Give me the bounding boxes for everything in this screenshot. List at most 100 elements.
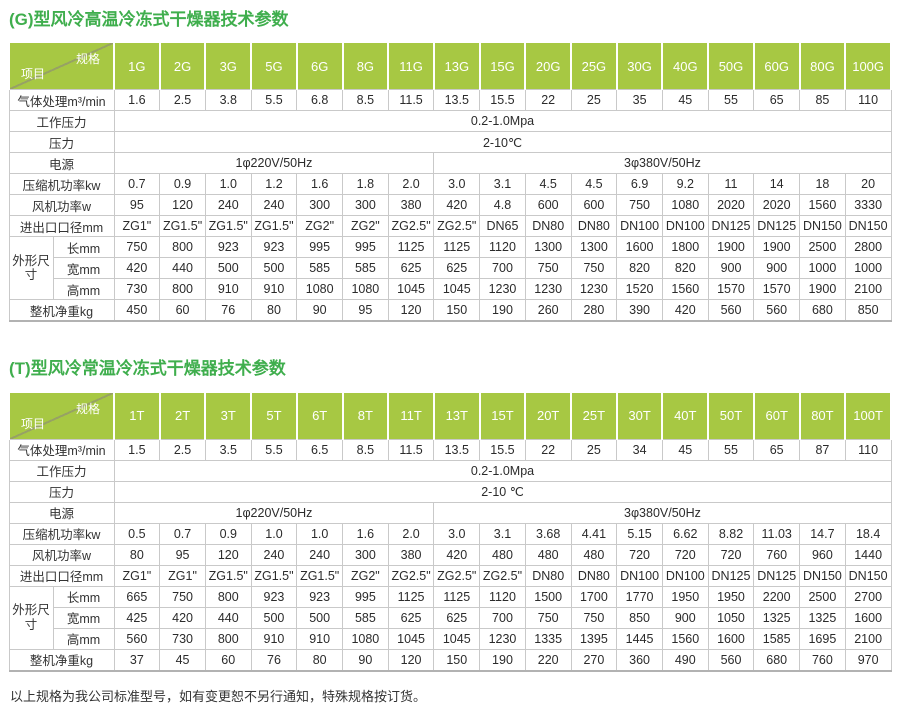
spec-cell: 585 <box>296 257 344 280</box>
model-header: 100G <box>844 43 892 91</box>
spec-cell: 2020 <box>707 194 755 217</box>
table-row: 宽mm 420 440 500 500 585 585 625 625 700 750 750 820 8… <box>9 257 892 280</box>
table-row: 压缩机功率kw 0.7 0.9 1.0 1.2 1.6 1.8 2.0 3.0 3.1 4.5 4.5… <box>8 173 892 196</box>
spec-span-cell: 2-10 ℃ <box>113 480 892 503</box>
spec-cell: 730 <box>159 627 206 650</box>
spec-cell: 85 <box>799 89 846 112</box>
spec-cell: 1080 <box>342 627 389 650</box>
spec-cell: 1045 <box>387 627 435 650</box>
spec-cell: 1230 <box>479 627 526 650</box>
spec-cell: 150 <box>433 299 481 323</box>
spec-cell: 190 <box>479 648 526 672</box>
model-header: 20G <box>524 43 573 91</box>
row-label: 风机功率w <box>8 543 115 566</box>
row-label: 气体处理m³/min <box>8 438 115 461</box>
spec-cell: 760 <box>799 648 846 672</box>
spec-cell: 2800 <box>844 236 892 259</box>
spec-cell: DN100 <box>616 564 663 587</box>
spec-cell: 1900 <box>707 236 755 259</box>
spec-cell: 1080 <box>342 278 389 301</box>
spec-cell: 45 <box>661 438 709 461</box>
model-header: 40T <box>661 392 710 440</box>
spec-cell: 65 <box>753 438 801 461</box>
spec-cell: 923 <box>250 236 298 259</box>
spec-cell: 20 <box>844 173 892 196</box>
spec-cell: 34 <box>616 438 663 461</box>
spec-cell: 1.5 <box>113 438 161 461</box>
spec-cell: 76 <box>204 299 252 323</box>
spec-cell: 1125 <box>387 585 435 608</box>
spec-cell: 240 <box>204 194 252 217</box>
table-row: 外形尺寸 长mm 665 750 800 923 923 995 1125 1125 1120 150… <box>8 585 892 650</box>
table-row: 气体处理m³/min 1.5 2.5 3.5 5.5 6.5 8.5 11.5 13.5 15.5… <box>8 438 892 461</box>
spec-cell: ZG1" <box>159 564 206 587</box>
spec-cell: 750 <box>159 585 206 608</box>
spec-cell: 923 <box>204 236 252 259</box>
spec-cell: 2020 <box>753 194 801 217</box>
spec-cell: 1570 <box>707 278 755 301</box>
spec-cell: 95 <box>113 194 161 217</box>
spec-cell: ZG1" <box>113 215 161 238</box>
spec-cell: 1050 <box>707 606 755 629</box>
spec-cell: 300 <box>342 194 389 217</box>
spec-cell: 6.62 <box>661 522 709 545</box>
spec-cell: 1950 <box>661 585 709 608</box>
spec-cell: 240 <box>296 543 344 566</box>
model-header: 3T <box>204 392 253 440</box>
spec-cell: DN80 <box>524 564 572 587</box>
spec-cell: 0.9 <box>159 173 206 196</box>
spec-cell: 2.5 <box>159 438 206 461</box>
spec-cell: 900 <box>753 257 801 280</box>
model-header: 60G <box>752 43 801 91</box>
spec-cell: 1900 <box>753 236 801 259</box>
spec-cell: 0.7 <box>113 173 161 196</box>
spec-cell: 500 <box>204 257 252 280</box>
spec-cell: 750 <box>616 194 663 217</box>
spec-cell: 480 <box>524 543 572 566</box>
table-row: 进出口口径mm ZG1" ZG1.5" ZG1.5" ZG1.5" ZG2" ZG2" ZG2… <box>8 215 892 238</box>
spec-cell: 1560 <box>661 278 709 301</box>
spec-cell: ZG1.5" <box>159 215 206 238</box>
spec-cell: 600 <box>524 194 572 217</box>
row-label: 宽mm <box>52 606 115 629</box>
table-row: 进出口口径mm ZG1" ZG1" ZG1.5" ZG1.5" ZG1.5" ZG2" ZG2… <box>8 564 892 587</box>
spec-cell: 2500 <box>799 585 846 608</box>
spec-cell: 13.5 <box>433 438 481 461</box>
table-row: 工作压力 0.2-1.0Mpa <box>8 110 892 133</box>
spec-cell: DN65 <box>479 215 526 238</box>
row-label: 高mm <box>52 627 115 650</box>
spec-span-cell: 0.2-1.0Mpa <box>113 459 892 482</box>
table-row: 整机净重kg 450 60 76 80 90 95 120 150 190 260 280 390 420… <box>8 299 892 323</box>
spec-cell: DN125 <box>753 564 801 587</box>
spec-cell: 1125 <box>387 236 435 259</box>
spec-cell: 6.8 <box>296 89 344 112</box>
spec-cell: 2.0 <box>387 522 435 545</box>
spec-cell: 240 <box>250 194 298 217</box>
spec-cell: DN150 <box>799 215 846 238</box>
table-row: 外形尺寸 长mm 750 800 923 923 995 995 1125 1125 1120 130… <box>8 236 892 301</box>
spec-cell: 910 <box>204 278 252 301</box>
spec-cell: DN125 <box>707 564 755 587</box>
spec-cell: 2100 <box>844 278 892 301</box>
spec-cell: 76 <box>250 648 298 672</box>
row-label: 宽mm <box>52 257 115 280</box>
spec-cell: 910 <box>250 627 298 650</box>
model-header: 5T <box>250 392 298 440</box>
spec-cell: DN125 <box>753 215 801 238</box>
spec-cell: 55 <box>707 89 755 112</box>
spec-cell: DN80 <box>524 215 572 238</box>
spec-cell: 25 <box>570 89 618 112</box>
spec-cell: 2.5 <box>159 89 206 112</box>
t-series-title: (T)型风冷常温冷冻式干燥器技术参数 <box>9 359 286 379</box>
spec-sheet-page: (G)型风冷高温冷冻式干燥器技术参数 规格 项目 1G 2G 3G 5G 6G 8G 11G 13… <box>8 10 892 704</box>
spec-cell: 6.5 <box>296 438 344 461</box>
spec-cell: 11 <box>707 173 755 196</box>
dimension-group-label: 外形尺寸 <box>8 236 54 301</box>
spec-cell: 425 <box>113 606 161 629</box>
power-supply-cell: 3φ380V/50Hz <box>433 152 892 175</box>
table-row: 气体处理m³/min 1.6 2.5 3.8 5.5 6.8 8.5 11.5 13.5 15.5… <box>8 89 892 112</box>
spec-cell: 11.5 <box>387 89 435 112</box>
table-row: 电源 1φ220V/50Hz 3φ380V/50Hz <box>8 152 892 175</box>
footer-note: 以上规格为我公司标准型号，如有变更恕不另行通知，特殊规格按订货。 <box>10 688 427 704</box>
model-header: 8G <box>341 43 390 91</box>
